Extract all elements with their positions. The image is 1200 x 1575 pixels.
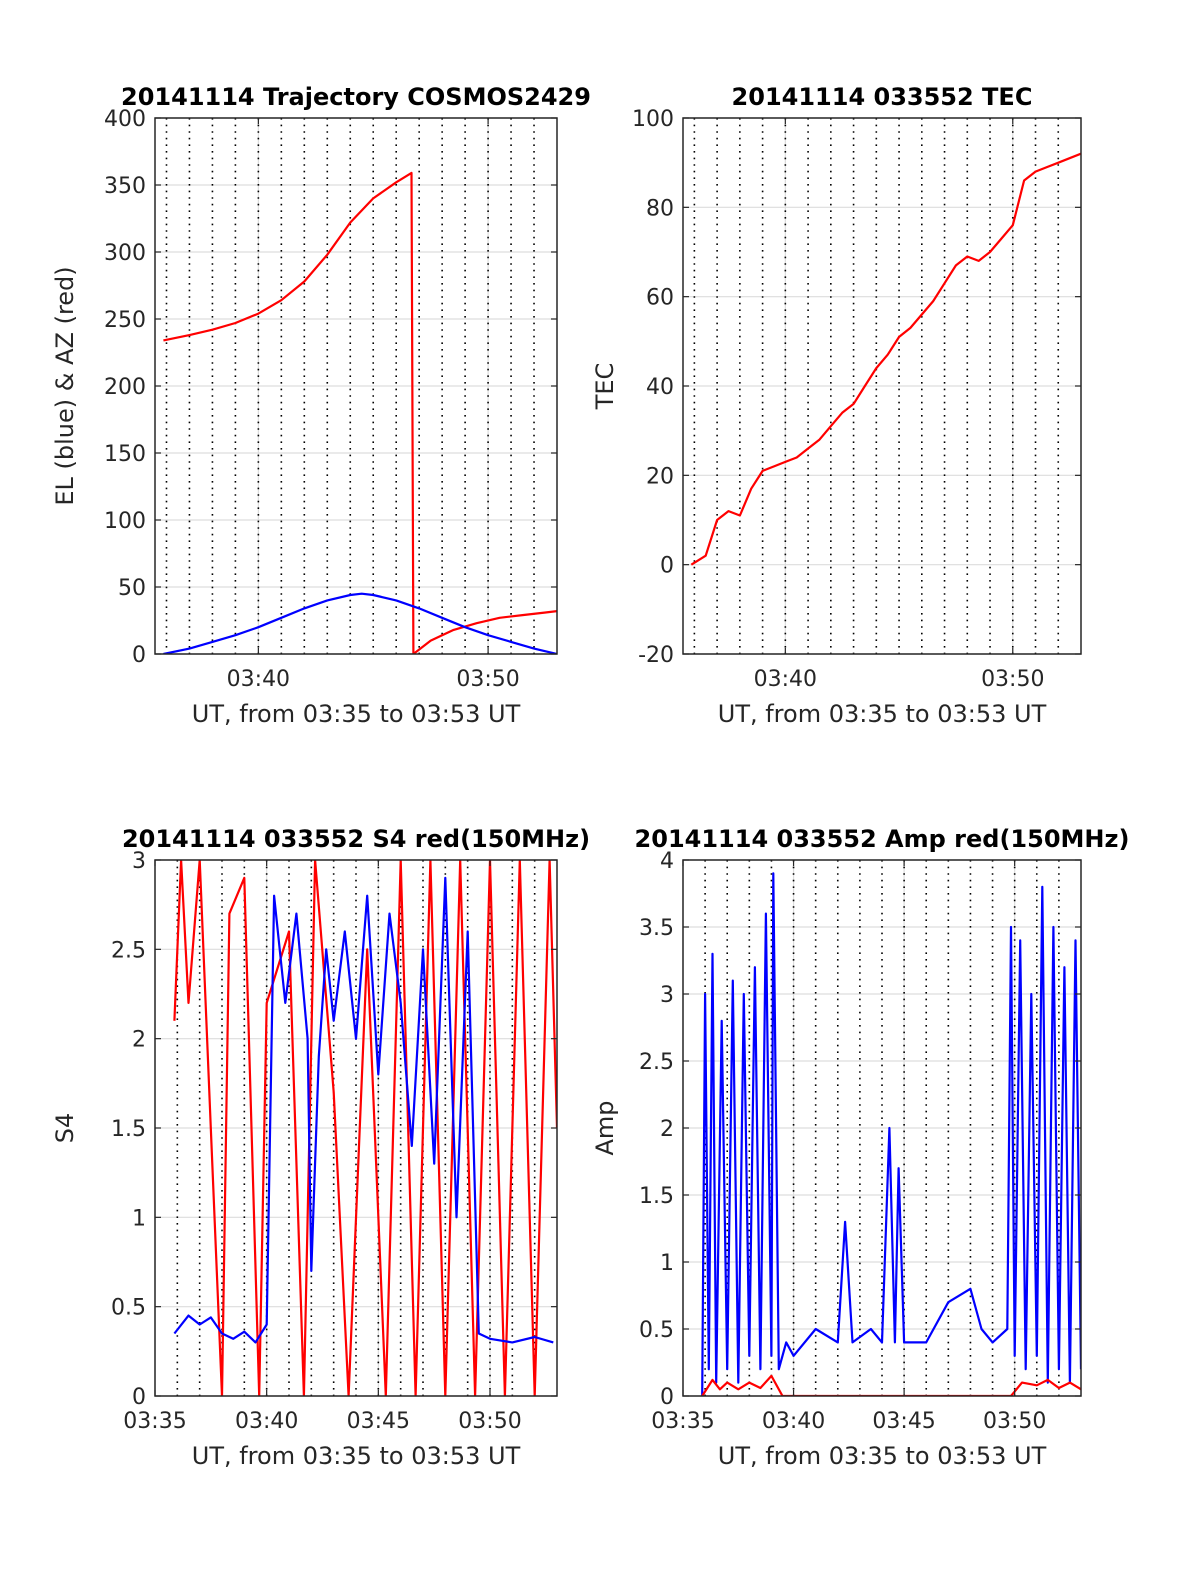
x-axis-label: UT, from 03:35 to 03:53 UT	[718, 700, 1047, 728]
y-tick-label: 1.5	[639, 1184, 674, 1209]
x-tick-label: 03:45	[872, 1409, 935, 1434]
y-tick-label: 250	[104, 308, 146, 333]
chart-title: 20141114 033552 S4 red(150MHz)	[122, 825, 590, 853]
x-tick-label: 03:50	[983, 1409, 1046, 1434]
x-axis-label: UT, from 03:35 to 03:53 UT	[192, 700, 521, 728]
y-tick-label: 0.5	[639, 1318, 674, 1343]
y-tick-label: 4	[660, 849, 674, 874]
series-line-1	[173, 860, 557, 1396]
y-tick-label: 1.5	[111, 1117, 146, 1142]
x-tick-label: 03:35	[123, 1409, 186, 1434]
y-tick-label: 350	[104, 174, 146, 199]
y-tick-label: 100	[632, 107, 674, 132]
y-tick-label: 200	[104, 375, 146, 400]
x-tick-label: 03:40	[754, 667, 817, 692]
x-tick-label: 03:50	[981, 667, 1044, 692]
y-tick-label: 0	[660, 1385, 674, 1410]
y-axis-label: TEC	[591, 363, 619, 411]
x-tick-label: 03:35	[651, 1409, 714, 1434]
y-tick-label: 2	[660, 1117, 674, 1142]
x-tick-label: 03:50	[456, 667, 519, 692]
y-tick-label: 0.5	[111, 1296, 146, 1321]
series-line-1	[690, 152, 1081, 566]
y-tick-label: 60	[646, 286, 674, 311]
y-tick-label: 400	[104, 107, 146, 132]
y-tick-label: 1	[660, 1251, 674, 1276]
x-tick-label: 03:40	[227, 667, 290, 692]
y-axis-label: Amp	[591, 1100, 619, 1155]
y-tick-label: 1	[132, 1206, 146, 1231]
series-line-1	[163, 171, 557, 654]
x-tick-label: 03:40	[235, 1409, 298, 1434]
y-axis-label: EL (blue) & AZ (red)	[51, 266, 79, 505]
y-tick-label: 40	[646, 375, 674, 400]
chart-title: 20141114 033552 Amp red(150MHz)	[635, 825, 1130, 853]
series-line-1	[701, 872, 1081, 1396]
x-tick-label: 03:50	[458, 1409, 521, 1434]
y-tick-label: 0	[132, 643, 146, 668]
x-tick-label: 03:45	[347, 1409, 410, 1434]
y-tick-label: 0	[132, 1385, 146, 1410]
y-tick-label: 3	[660, 983, 674, 1008]
x-axis-label: UT, from 03:35 to 03:53 UT	[718, 1442, 1047, 1470]
y-tick-label: 3.5	[639, 916, 674, 941]
y-tick-label: 300	[104, 241, 146, 266]
chart-panel-2: -20 0 20 40 60 80 100 03:40 03:50 20141114 033552…	[591, 83, 1082, 728]
series-line-2	[701, 1374, 1081, 1396]
y-tick-label: 0	[660, 554, 674, 579]
y-tick-label: 2	[132, 1028, 146, 1053]
x-axis-label: UT, from 03:35 to 03:53 UT	[192, 1442, 521, 1470]
y-tick-label: 150	[104, 442, 146, 467]
chart-panel-4: 0 0.5 1 1.5 2 2.5 3 3.5 4 03:35 03:40 03:45 03:50 201…	[591, 825, 1129, 1470]
series-line-2	[173, 876, 554, 1344]
y-tick-label: -20	[638, 643, 674, 668]
y-tick-label: 3	[132, 849, 146, 874]
chart-title: 20141114 033552 TEC	[732, 83, 1033, 111]
y-tick-label: 2.5	[639, 1050, 674, 1075]
series-line-2	[163, 592, 557, 654]
y-tick-label: 2.5	[111, 938, 146, 963]
y-tick-label: 50	[118, 576, 146, 601]
y-tick-label: 100	[104, 509, 146, 534]
x-tick-label: 03:40	[762, 1409, 825, 1434]
y-tick-label: 80	[646, 196, 674, 221]
y-axis-label: S4	[51, 1113, 79, 1144]
chart-panel-1: 0 50 100 150 200 250 300 350 400 03:40 03:50 201411…	[51, 83, 591, 728]
chart-panel-3: 0 0.5 1 1.5 2 2.5 3 03:35 03:40 03:45 03:50 2014111…	[51, 825, 590, 1470]
y-tick-label: 20	[646, 464, 674, 489]
chart-title: 20141114 Trajectory COSMOS2429	[121, 83, 591, 111]
